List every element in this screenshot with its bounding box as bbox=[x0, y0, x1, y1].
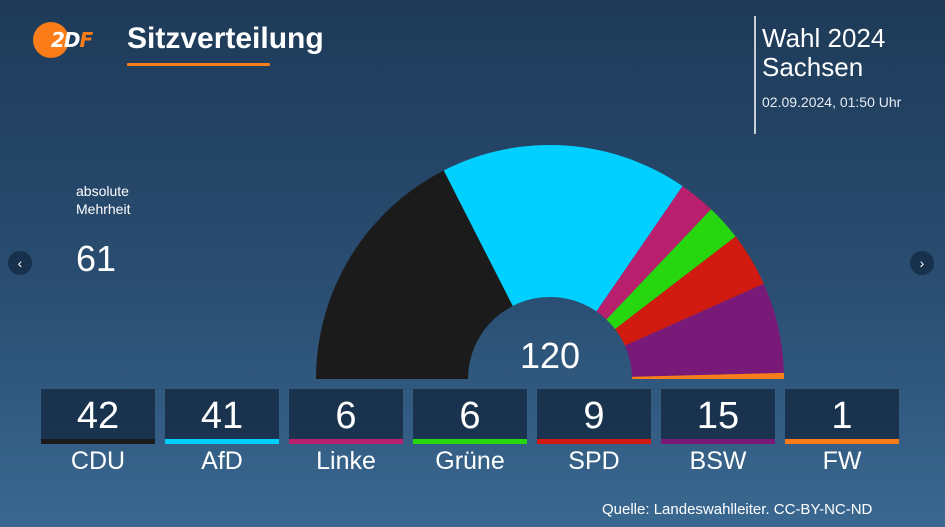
logo-letter-f: F bbox=[79, 28, 94, 52]
party-seats-box: 41 bbox=[165, 389, 279, 444]
logo-circle bbox=[33, 22, 69, 58]
election-region: Sachsen bbox=[762, 52, 864, 82]
party-seats-box: 1 bbox=[785, 389, 899, 444]
party-seat-count: 9 bbox=[583, 395, 605, 437]
seat-segment-afd bbox=[443, 145, 683, 312]
timestamp: 02.09.2024, 01:50 Uhr bbox=[762, 94, 902, 110]
party-seats-box: 9 bbox=[537, 389, 651, 444]
party-seat-count: 1 bbox=[831, 395, 853, 437]
election-name: Wahl 2024 bbox=[762, 23, 886, 53]
party-card-spd: 9 SPD bbox=[537, 389, 651, 476]
party-name: Linke bbox=[316, 447, 376, 475]
party-color-bar bbox=[413, 439, 527, 444]
party-color-bar bbox=[537, 439, 651, 444]
majority-label-line1: absolute bbox=[76, 183, 129, 199]
majority-label-line2: Mehrheit bbox=[76, 201, 131, 217]
chevron-right-icon: › bbox=[919, 255, 925, 271]
party-seat-count: 6 bbox=[459, 395, 481, 437]
next-button[interactable]: › bbox=[910, 251, 934, 275]
party-color-bar bbox=[785, 439, 899, 444]
majority-label: absolute Mehrheit bbox=[76, 182, 130, 218]
header-divider bbox=[754, 16, 756, 134]
party-seats-box: 15 bbox=[661, 389, 775, 444]
party-name: CDU bbox=[70, 447, 126, 475]
party-name: Grüne bbox=[435, 447, 505, 475]
seat-segment-bsw bbox=[624, 283, 784, 377]
zdf-logo: 2DF bbox=[33, 22, 97, 58]
party-name: SPD bbox=[568, 447, 620, 475]
total-seats: 120 bbox=[519, 335, 581, 376]
party-color-bar bbox=[41, 439, 155, 444]
party-card-bsw: 15 BSW bbox=[661, 389, 775, 476]
party-card-cdu: 42 CDU bbox=[41, 389, 155, 476]
party-seats-box: 6 bbox=[413, 389, 527, 444]
party-name: FW bbox=[822, 447, 862, 475]
party-color-bar bbox=[661, 439, 775, 444]
party-seat-count: 42 bbox=[76, 395, 120, 437]
party-seats-box: 6 bbox=[289, 389, 403, 444]
seat-segment-spd bbox=[615, 236, 764, 346]
party-seats-box: 42 bbox=[41, 389, 155, 444]
seat-segment-cdu bbox=[316, 170, 513, 379]
party-color-bar bbox=[165, 439, 279, 444]
seat-segment-grne bbox=[606, 209, 736, 330]
logo-text: 2DF bbox=[51, 28, 94, 52]
party-seat-count: 6 bbox=[335, 395, 357, 437]
party-card-fw: 1 FW bbox=[785, 389, 899, 476]
party-color-bar bbox=[289, 439, 403, 444]
election-title: Wahl 2024 Sachsen bbox=[762, 24, 885, 82]
party-card-grne: 6 Grüne bbox=[413, 389, 527, 476]
party-card-linke: 6 Linke bbox=[289, 389, 403, 476]
majority-value: 61 bbox=[76, 238, 117, 279]
party-card-afd: 41 AfD bbox=[165, 389, 279, 476]
seat-segment-fw bbox=[631, 372, 784, 379]
source-note: Quelle: Landeswahlleiter. CC-BY-NC-ND bbox=[602, 501, 873, 518]
party-seat-count: 15 bbox=[696, 395, 740, 437]
party-seat-count: 41 bbox=[200, 395, 244, 437]
title-underline bbox=[127, 63, 270, 66]
party-name: BSW bbox=[689, 447, 747, 475]
chevron-left-icon: ‹ bbox=[17, 255, 23, 271]
seat-segment-linke bbox=[596, 186, 712, 320]
prev-button[interactable]: ‹ bbox=[8, 251, 32, 275]
page-title: Sitzverteilung bbox=[127, 22, 324, 55]
party-name: AfD bbox=[201, 447, 243, 475]
